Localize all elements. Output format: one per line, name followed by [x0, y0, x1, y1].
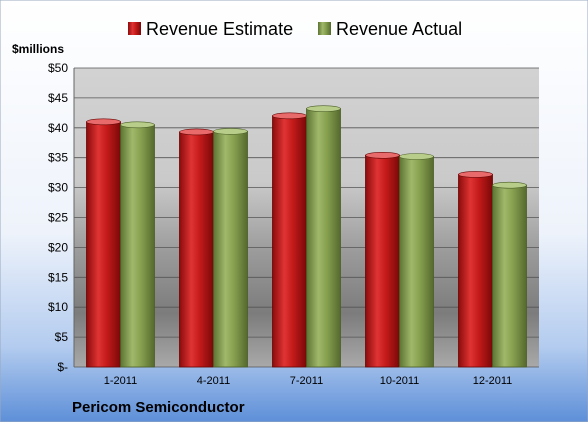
bar-estimate-1-2011	[86, 118, 121, 368]
company-name: Pericom Semiconductor	[72, 399, 245, 416]
bar-body	[365, 154, 400, 368]
bar-body	[213, 130, 248, 368]
legend-label-estimate: Revenue Estimate	[146, 19, 293, 39]
y-tick-label: $45	[48, 91, 68, 105]
bar-top	[179, 128, 214, 136]
legend: Revenue Estimate Revenue Actual	[128, 19, 462, 39]
legend-swatch-actual	[318, 22, 331, 35]
bar-top	[213, 128, 248, 135]
bar-estimate-12-2011	[458, 171, 493, 368]
y-tick-label: $15	[48, 270, 68, 284]
bar-estimate-7-2011	[272, 112, 307, 368]
bar-top	[306, 105, 341, 112]
x-tick-label: 1-2011	[104, 375, 137, 387]
y-tick-label: $-	[57, 360, 68, 374]
y-tick-label: $10	[48, 300, 68, 314]
bar-estimate-10-2011	[365, 152, 400, 368]
x-axis-ticks: 1-2011 4-2011 7-2011 10-2011 12-2011	[104, 375, 513, 387]
bar-actual-4-2011	[213, 128, 248, 368]
bar-body	[179, 131, 214, 368]
y-tick-label: $50	[48, 61, 68, 75]
bar-body	[86, 121, 121, 368]
bar-actual-12-2011	[492, 181, 527, 368]
bar-body	[120, 124, 155, 368]
legend-label-actual: Revenue Actual	[336, 19, 462, 39]
bar-body	[492, 184, 527, 368]
y-tick-label: $30	[48, 181, 68, 195]
y-tick-label: $35	[48, 151, 68, 165]
y-axis-ticks: $- $5 $10 $15 $20 $25 $30 $35 $40 $45 $50	[48, 61, 68, 374]
bar-top	[399, 153, 434, 160]
bar-body	[458, 174, 493, 368]
y-tick-label: $5	[55, 330, 69, 344]
bar-top	[120, 121, 155, 129]
x-tick-label: 10-2011	[380, 375, 420, 387]
bar-top	[86, 118, 121, 126]
y-tick-label: $25	[48, 211, 68, 225]
x-tick-label: 4-2011	[197, 375, 230, 387]
legend-swatch-estimate	[128, 22, 141, 35]
bar-top	[458, 171, 493, 178]
bar-actual-7-2011	[306, 105, 341, 368]
bars	[86, 105, 527, 368]
bar-body	[272, 115, 307, 368]
bar-actual-1-2011	[120, 121, 155, 368]
y-tick-label: $40	[48, 121, 68, 135]
bar-body	[306, 108, 341, 368]
y-tick-label: $20	[48, 240, 68, 254]
bar-estimate-4-2011	[179, 128, 214, 368]
x-tick-label: 7-2011	[290, 375, 323, 387]
bar-top	[272, 112, 307, 120]
bar-top	[365, 152, 400, 159]
bar-top	[492, 181, 527, 189]
bar-body	[399, 156, 434, 368]
x-tick-label: 12-2011	[473, 375, 513, 387]
y-axis-label: $millions	[12, 42, 64, 56]
bar-actual-10-2011	[399, 153, 434, 368]
